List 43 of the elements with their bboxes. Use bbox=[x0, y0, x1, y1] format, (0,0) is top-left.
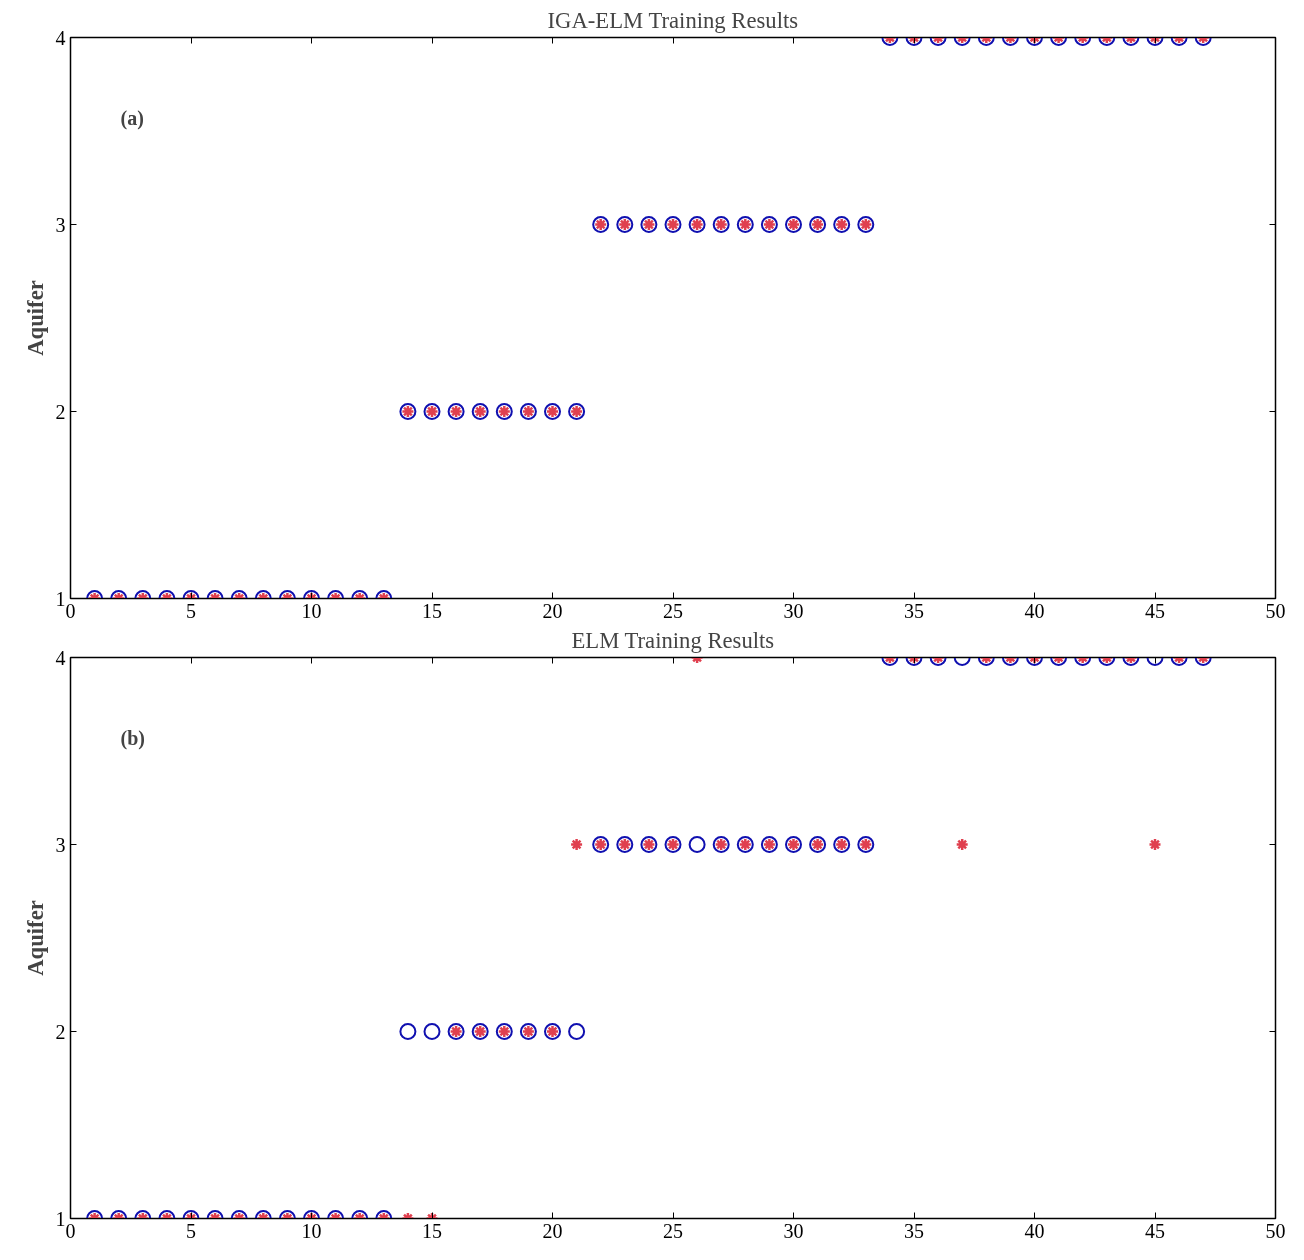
x-tick-label: 45 bbox=[1145, 599, 1165, 622]
point bbox=[955, 837, 969, 852]
x-tick-label: 10 bbox=[301, 599, 322, 622]
x-tick-label: 0 bbox=[65, 1219, 76, 1242]
x-tick-label: 35 bbox=[904, 599, 924, 622]
x-tick-label: 10 bbox=[301, 1219, 322, 1242]
x-tick-label: 25 bbox=[663, 1219, 683, 1242]
x-tick-label: 50 bbox=[1265, 599, 1286, 622]
y-tick-label: 3 bbox=[55, 213, 66, 236]
point bbox=[569, 837, 584, 852]
point bbox=[688, 836, 706, 853]
x-tick-label: 20 bbox=[542, 599, 563, 622]
x-tick-label: 40 bbox=[1024, 1219, 1045, 1242]
x-tick-label: 40 bbox=[1024, 599, 1045, 622]
x-tick-label: 15 bbox=[422, 599, 442, 622]
x-tick-label: 5 bbox=[186, 599, 196, 622]
y-tick-label: 1 bbox=[55, 587, 66, 610]
x-tick-label: 30 bbox=[783, 1219, 804, 1242]
y-axis-title: Aquifer bbox=[22, 280, 48, 356]
x-tick-label: 35 bbox=[904, 1219, 924, 1242]
y-tick-label: 4 bbox=[55, 26, 66, 49]
y-tick-label: 3 bbox=[55, 833, 66, 856]
x-tick-label: 15 bbox=[422, 1219, 442, 1242]
y-tick-label: 1 bbox=[55, 1207, 66, 1230]
point bbox=[423, 1023, 441, 1040]
x-tick-label: 20 bbox=[542, 1219, 563, 1242]
x-tick-label: 25 bbox=[663, 599, 683, 622]
chart-title: ELM Training Results bbox=[571, 627, 775, 653]
y-axis-title: Aquifer bbox=[22, 900, 48, 976]
x-tick-label: 45 bbox=[1145, 1219, 1165, 1242]
x-tick-label: 50 bbox=[1265, 1219, 1286, 1242]
point bbox=[568, 1023, 586, 1040]
y-tick-label: 4 bbox=[55, 646, 66, 669]
x-tick-label: 5 bbox=[186, 1219, 196, 1242]
point bbox=[399, 1023, 417, 1040]
annotation: (a) bbox=[120, 106, 144, 130]
annotation: (b) bbox=[120, 726, 145, 750]
x-tick-label: 0 bbox=[65, 599, 76, 622]
chart-title: IGA-ELM Training Results bbox=[547, 7, 799, 33]
y-tick-label: 2 bbox=[55, 400, 66, 423]
y-tick-label: 2 bbox=[55, 1020, 66, 1043]
point bbox=[1148, 837, 1162, 852]
x-tick-label: 30 bbox=[783, 599, 804, 622]
